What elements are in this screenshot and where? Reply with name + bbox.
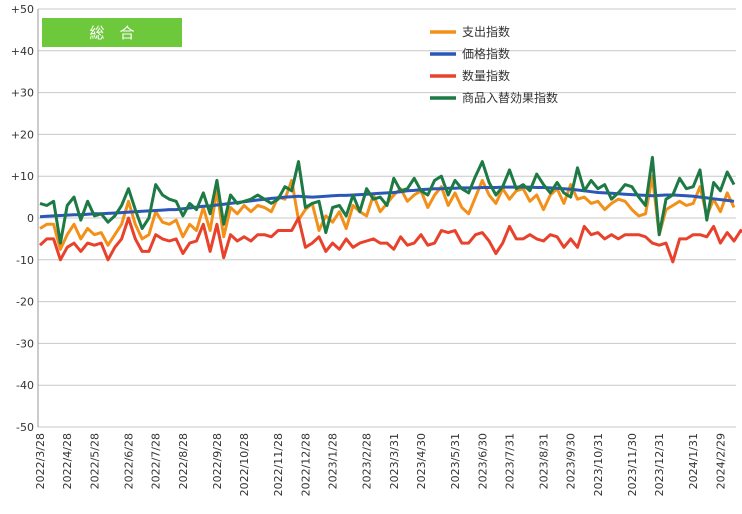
y-tick-label: +30: [11, 87, 34, 100]
x-tick-label: 2024/2/29: [714, 433, 727, 489]
x-tick-label: 2022/3/28: [34, 433, 47, 489]
y-tick-label: 0: [27, 212, 34, 225]
x-tick-label: 2022/11/28: [272, 433, 285, 496]
x-tick-label: 2022/7/28: [150, 433, 163, 489]
y-tick-label: -10: [16, 254, 34, 267]
legend-label: 数量指数: [462, 68, 510, 83]
y-tick-label: +40: [11, 45, 34, 58]
x-tick-label: 2022/12/28: [299, 433, 312, 496]
x-tick-label: 2023/12/31: [653, 433, 666, 496]
y-tick-label: +10: [11, 170, 34, 183]
badge-background: [42, 18, 182, 47]
x-tick-label: 2022/10/28: [238, 433, 251, 496]
x-tick-label: 2022/5/28: [88, 433, 101, 489]
x-tick-label: 2022/9/28: [211, 433, 224, 489]
x-tick-label: 2022/4/28: [61, 433, 74, 489]
x-tick-label: 2023/1/28: [327, 433, 340, 489]
x-tick-label: 2023/5/31: [449, 433, 462, 489]
series-lines: [38, 155, 742, 264]
y-tick-label: -50: [16, 421, 34, 434]
legend-label: 商品入替効果指数: [462, 90, 558, 105]
y-tick-label: +20: [11, 128, 34, 141]
y-tick-label: -20: [16, 296, 34, 309]
x-tick-label: 2024/1/31: [687, 433, 700, 489]
x-tick-label: 2023/3/31: [388, 433, 401, 489]
series-line: [38, 216, 742, 264]
x-tick-label: 2022/6/28: [122, 433, 135, 489]
x-tick-label: 2023/7/31: [503, 433, 516, 489]
x-tick-label: 2023/2/28: [361, 433, 374, 489]
badge-label: 総 合: [89, 24, 134, 42]
total-badge: 総 合: [42, 18, 182, 47]
y-tick-label: -30: [16, 337, 34, 350]
x-tick-label: 2022/8/28: [177, 433, 190, 489]
x-axis: 2022/3/28 2022/4/28 2022/5/28 2022/6/28 2022…: [34, 433, 727, 496]
x-tick-label: 2023/6/30: [476, 433, 489, 489]
x-tick-label: 2023/9/30: [565, 433, 578, 489]
x-tick-label: 2023/4/30: [415, 433, 428, 489]
legend-label: 支出指数: [462, 24, 510, 39]
y-axis: +50 +40 +30 +20 +10 0 -10 -20 -30 -40 -50: [11, 3, 39, 434]
gridlines: [38, 8, 736, 428]
legend-label: 価格指数: [462, 46, 510, 61]
series-line: [39, 155, 736, 245]
x-tick-label: 2023/10/31: [592, 433, 605, 496]
x-tick-label: 2023/11/30: [626, 433, 639, 496]
y-tick-label: +50: [11, 3, 34, 16]
y-tick-label: -40: [16, 379, 34, 392]
x-tick-label: 2023/8/31: [537, 433, 550, 489]
